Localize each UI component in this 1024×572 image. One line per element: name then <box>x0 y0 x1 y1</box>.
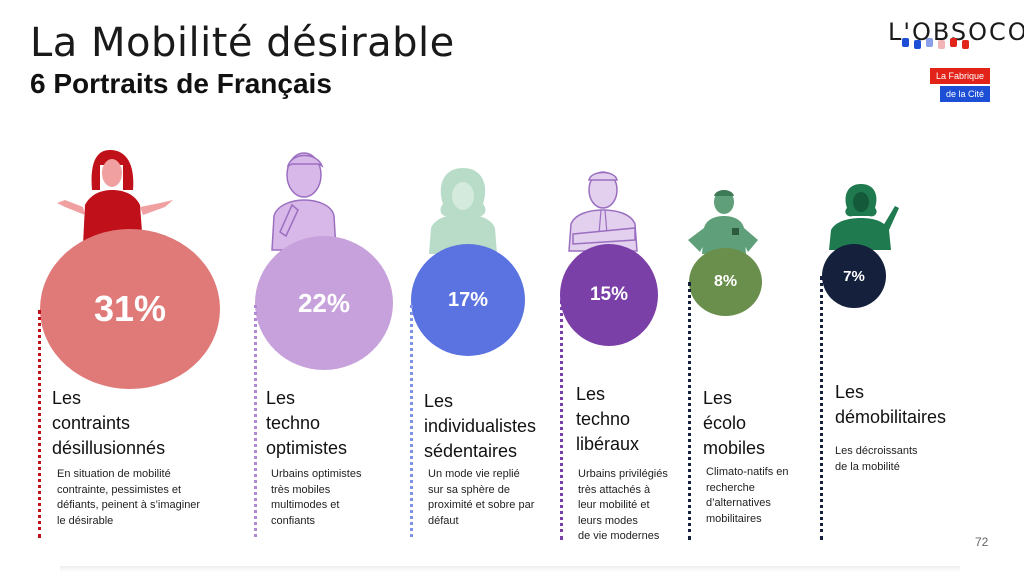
portrait-3-description: Un mode vie replié sur sa sphère de proxim… <box>428 468 535 527</box>
portrait-1-divider <box>38 310 41 538</box>
portrait-6-heading: Les démobilitaires <box>835 382 947 427</box>
portrait-3-divider <box>410 305 413 537</box>
pointing-person-icon <box>829 184 899 250</box>
portrait-6-description: Les décroissants de la mobilité <box>835 445 918 473</box>
portrait-5-circle: 8% <box>689 248 762 316</box>
portrait-1-circle: 31% <box>40 229 220 389</box>
obsoco-logo: L'OBSOCO <box>888 18 1024 50</box>
portrait-4-heading: Les techno libéraux <box>576 384 640 454</box>
businessman-crossed-arms-icon <box>568 171 638 252</box>
portrait-2-divider <box>254 305 257 537</box>
page-number: 72 <box>975 535 989 549</box>
portrait-3-heading: Les individualistes sédentaires <box>424 391 537 461</box>
portrait-2-circle: 22% <box>255 236 393 370</box>
page-subtitle: 6 Portraits de Français <box>30 68 332 99</box>
portrait-3-percent: 17% <box>447 288 489 311</box>
portrait-5-heading: Les écolo mobiles <box>703 388 766 458</box>
portrait-2-heading: Les techno optimistes <box>266 388 348 458</box>
portrait-3-circle: 17% <box>411 244 525 356</box>
portrait-6-circle: 7% <box>822 244 886 308</box>
portrait-1-percent: 31% <box>93 288 167 329</box>
portrait-5-divider <box>688 282 691 540</box>
portrait-5-description: Climato-natifs en recherche d’alternatives… <box>706 466 789 525</box>
page-title: La Mobilité désirable <box>30 20 455 66</box>
portrait-4-description: Urbains privilégiés très attachés à leur m… <box>578 468 668 542</box>
footer-shadow <box>60 566 960 572</box>
portrait-1-description: En situation de mobilité contrainte, pess… <box>57 468 201 527</box>
thinking-man-icon <box>271 152 337 251</box>
portrait-1-heading: Les contraints désillusionnés <box>52 388 166 458</box>
curly-hair-person-icon <box>429 168 497 254</box>
portrait-6-divider <box>820 276 823 540</box>
portrait-4-circle: 15% <box>560 244 658 346</box>
hands-on-hips-person-icon <box>688 190 758 254</box>
portrait-2-description: Urbains optimistes très mobiles multimodes… <box>271 468 362 527</box>
portrait-4-percent: 15% <box>589 284 629 305</box>
portrait-6-percent: 7% <box>843 267 865 285</box>
portrait-2-percent: 22% <box>297 287 351 318</box>
portrait-5-percent: 8% <box>713 273 738 290</box>
portrait-4-divider <box>560 300 563 540</box>
